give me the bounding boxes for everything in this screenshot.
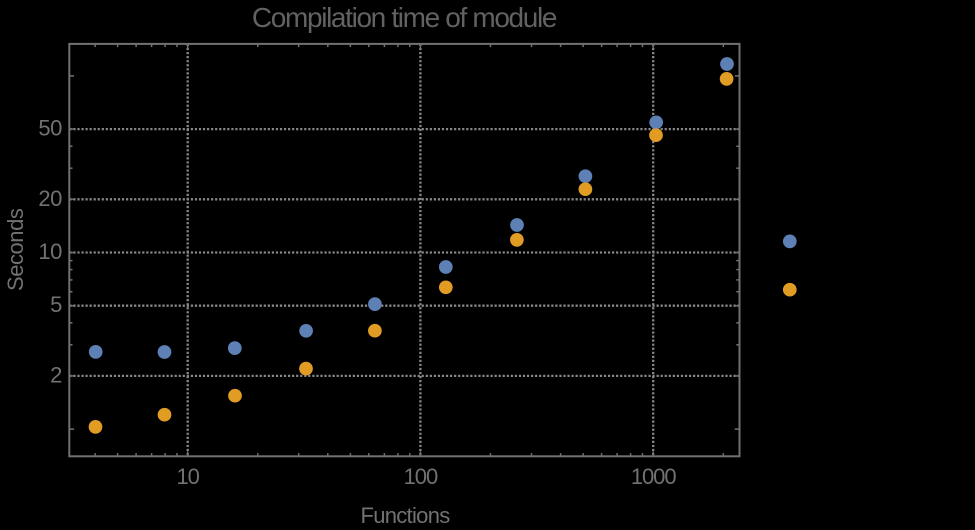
svg-text:20: 20 <box>38 186 62 211</box>
svg-text:Compilation time of module: Compilation time of module <box>252 2 557 33</box>
svg-text:100: 100 <box>404 464 438 489</box>
svg-text:10: 10 <box>177 464 200 489</box>
svg-text:50: 50 <box>38 116 62 141</box>
svg-text:1000: 1000 <box>631 464 677 489</box>
svg-text:Functions: Functions <box>360 503 450 525</box>
svg-text:5: 5 <box>50 292 62 317</box>
svg-text:Seconds: Seconds <box>3 208 28 291</box>
svg-text:2: 2 <box>50 362 62 387</box>
svg-text:10: 10 <box>38 239 62 264</box>
